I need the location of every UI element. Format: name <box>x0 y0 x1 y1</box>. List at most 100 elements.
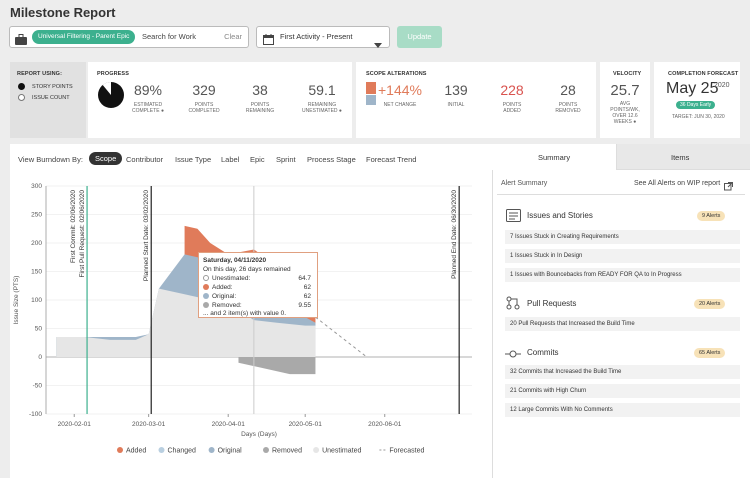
tab-issue-type[interactable]: Issue Type <box>175 155 212 164</box>
points-removed-value: 28 <box>560 82 576 98</box>
removed-dot <box>203 302 209 309</box>
alert-row[interactable]: 1 Issues with Bouncebacks from READY FOR… <box>505 268 740 282</box>
annotation-label: Planned End Date: 06/30/2020 <box>451 190 458 279</box>
x-tick-label: 2020-03-01 <box>132 421 166 428</box>
chart-tooltip: Saturday, 04/11/2020 On this day, 26 day… <box>198 252 318 318</box>
alert-summary-label: Alert Summary <box>501 180 548 187</box>
velocity-desc-2: POINTS/WK, <box>610 107 640 113</box>
burndown-chart[interactable]: -100 -50 0 50 100 150 200 250 300 2020-02-01 2020-… <box>10 172 490 472</box>
y-tick-label: 250 <box>31 212 42 219</box>
progress-label: PROGRESS <box>97 71 129 77</box>
tab-label[interactable]: Label <box>221 155 240 164</box>
scope-label: SCOPE ALTERATIONS <box>366 71 427 77</box>
section-commits-title: Commits <box>527 348 559 357</box>
unestimated-area <box>56 288 316 357</box>
page-title: Milestone Report <box>10 5 116 20</box>
legend-label: Unestimated <box>322 448 361 455</box>
net-change-value: +144% <box>378 82 422 98</box>
see-all-alerts-link[interactable]: See All Alerts on WIP report <box>634 180 721 187</box>
info-icon[interactable]: ● <box>160 108 164 114</box>
added-dot <box>203 284 209 291</box>
points-removed-label1: POINTS <box>558 102 578 108</box>
briefcase-icon <box>15 32 27 50</box>
tooltip-title: Saturday, 04/11/2020 <box>203 257 267 264</box>
clear-button[interactable]: Clear <box>224 32 242 41</box>
velocity-desc-3: OVER 12.6 <box>612 113 638 119</box>
metric-completed-label2: COMPLETED <box>188 108 220 114</box>
annotation-label: Planned Start Date: 03/02/2020 <box>143 190 150 281</box>
forecast-line <box>315 316 368 358</box>
tab-items-label: Items <box>671 153 690 162</box>
velocity-label: VELOCITY <box>613 71 642 77</box>
legend-label: Original <box>218 448 243 455</box>
y-axis-label: Issue Size (PTS) <box>13 276 20 325</box>
section-issues-badge: 9 Alerts <box>697 211 726 221</box>
points-added-label2: ADDED <box>503 108 521 114</box>
metric-unestimated-label1: REMAINING <box>307 102 337 108</box>
y-tick-label: -100 <box>29 411 42 418</box>
alert-row[interactable]: 7 Issues Stuck in Creating Requirements <box>505 230 740 244</box>
y-tick-label: 150 <box>31 269 42 276</box>
metric-estimated-label2: COMPLETE <box>132 108 160 114</box>
tooltip-label-original: Original: <box>212 293 237 300</box>
alert-row[interactable]: 20 Pull Requests that Increased the Buil… <box>505 317 740 331</box>
section-commits-badge: 65 Alerts <box>694 348 726 358</box>
legend-label: Changed <box>168 448 197 455</box>
annotation-label: First Commit: 02/06/2020 <box>70 190 77 263</box>
x-tick-label: 2020-02-01 <box>58 421 92 428</box>
metric-unestimated-label2: UNESTIMATED <box>302 108 338 114</box>
tab-sprint[interactable]: Sprint <box>276 155 296 164</box>
tab-forecast-trend[interactable]: Forecast Trend <box>366 155 417 164</box>
legend-label: Added <box>126 448 146 455</box>
points-added-label1: POINTS <box>502 102 522 108</box>
tab-scope[interactable]: Scope <box>89 152 123 165</box>
info-icon[interactable]: ● <box>633 119 637 125</box>
alert-row[interactable]: 32 Commits that Increased the Build Time <box>505 365 740 379</box>
radio-issue-count[interactable] <box>18 94 25 101</box>
filter-tag[interactable]: Universal Filtering - Parent Epic <box>32 30 136 44</box>
removed-area <box>238 357 316 375</box>
legend-swatch <box>313 447 320 453</box>
radio-story-points[interactable] <box>18 83 25 90</box>
metric-points-completed: 329 <box>192 82 216 98</box>
commit-icon <box>505 346 521 364</box>
y-tick-label: 100 <box>31 297 42 304</box>
alert-row[interactable]: 1 Issues Stuck in In Design <box>505 249 740 263</box>
radio-issue-count-label: ISSUE COUNT <box>32 95 70 101</box>
tooltip-value-added: 62 <box>303 284 311 291</box>
x-tick-label: 2020-04-01 <box>212 421 246 428</box>
tab-items[interactable]: Items <box>616 144 750 170</box>
initial-label: INITIAL <box>447 102 465 108</box>
scope-card: SCOPE ALTERATIONS +144% NET CHANGE 139 I… <box>356 62 596 138</box>
tab-epic[interactable]: Epic <box>250 155 265 164</box>
added-swatch <box>366 82 376 94</box>
metric-estimated-label1: ESTIMATED <box>133 102 163 108</box>
tab-contributor[interactable]: Contributor <box>126 155 164 164</box>
view-burndown-label: View Burndown By: <box>18 155 83 164</box>
legend-label: Forecasted <box>389 448 424 455</box>
velocity-desc-4: WEEKS <box>613 119 632 125</box>
forecast-card: COMPLETION FORECAST May 25 2020 36 Days … <box>654 62 740 138</box>
initial-value: 139 <box>444 82 468 98</box>
update-button[interactable]: Update <box>397 26 442 48</box>
search-filter-box[interactable]: Universal Filtering - Parent Epic Search… <box>9 26 249 48</box>
tooltip-subtitle: On this day, 26 days remained <box>203 266 291 273</box>
info-icon[interactable]: ● <box>338 108 342 114</box>
tooltip-value-unestimated: 64.7 <box>298 275 311 282</box>
legend-label: Removed <box>272 448 302 455</box>
search-input[interactable]: Search for Work <box>142 32 197 41</box>
y-tick-label: 50 <box>35 326 43 333</box>
alert-row[interactable]: 21 Commits with High Churn <box>505 384 740 398</box>
alert-row[interactable]: 12 Large Commits With No Comments <box>505 403 740 417</box>
tab-summary[interactable]: Summary <box>492 144 616 170</box>
velocity-value: 25.7 <box>610 82 640 99</box>
legend-swatch <box>208 447 215 453</box>
y-tick-label: 300 <box>31 183 42 190</box>
metric-remaining-unestimated: 59.1 <box>308 82 336 98</box>
date-range-select[interactable]: First Activity - Present <box>256 26 390 48</box>
tab-process-stage[interactable]: Process Stage <box>307 155 356 164</box>
external-link-icon[interactable] <box>724 178 733 196</box>
net-change-label: NET CHANGE <box>383 102 417 108</box>
tooltip-more: ... and 2 item(s) with value 0. <box>203 310 287 317</box>
chevron-down-icon <box>374 35 382 53</box>
